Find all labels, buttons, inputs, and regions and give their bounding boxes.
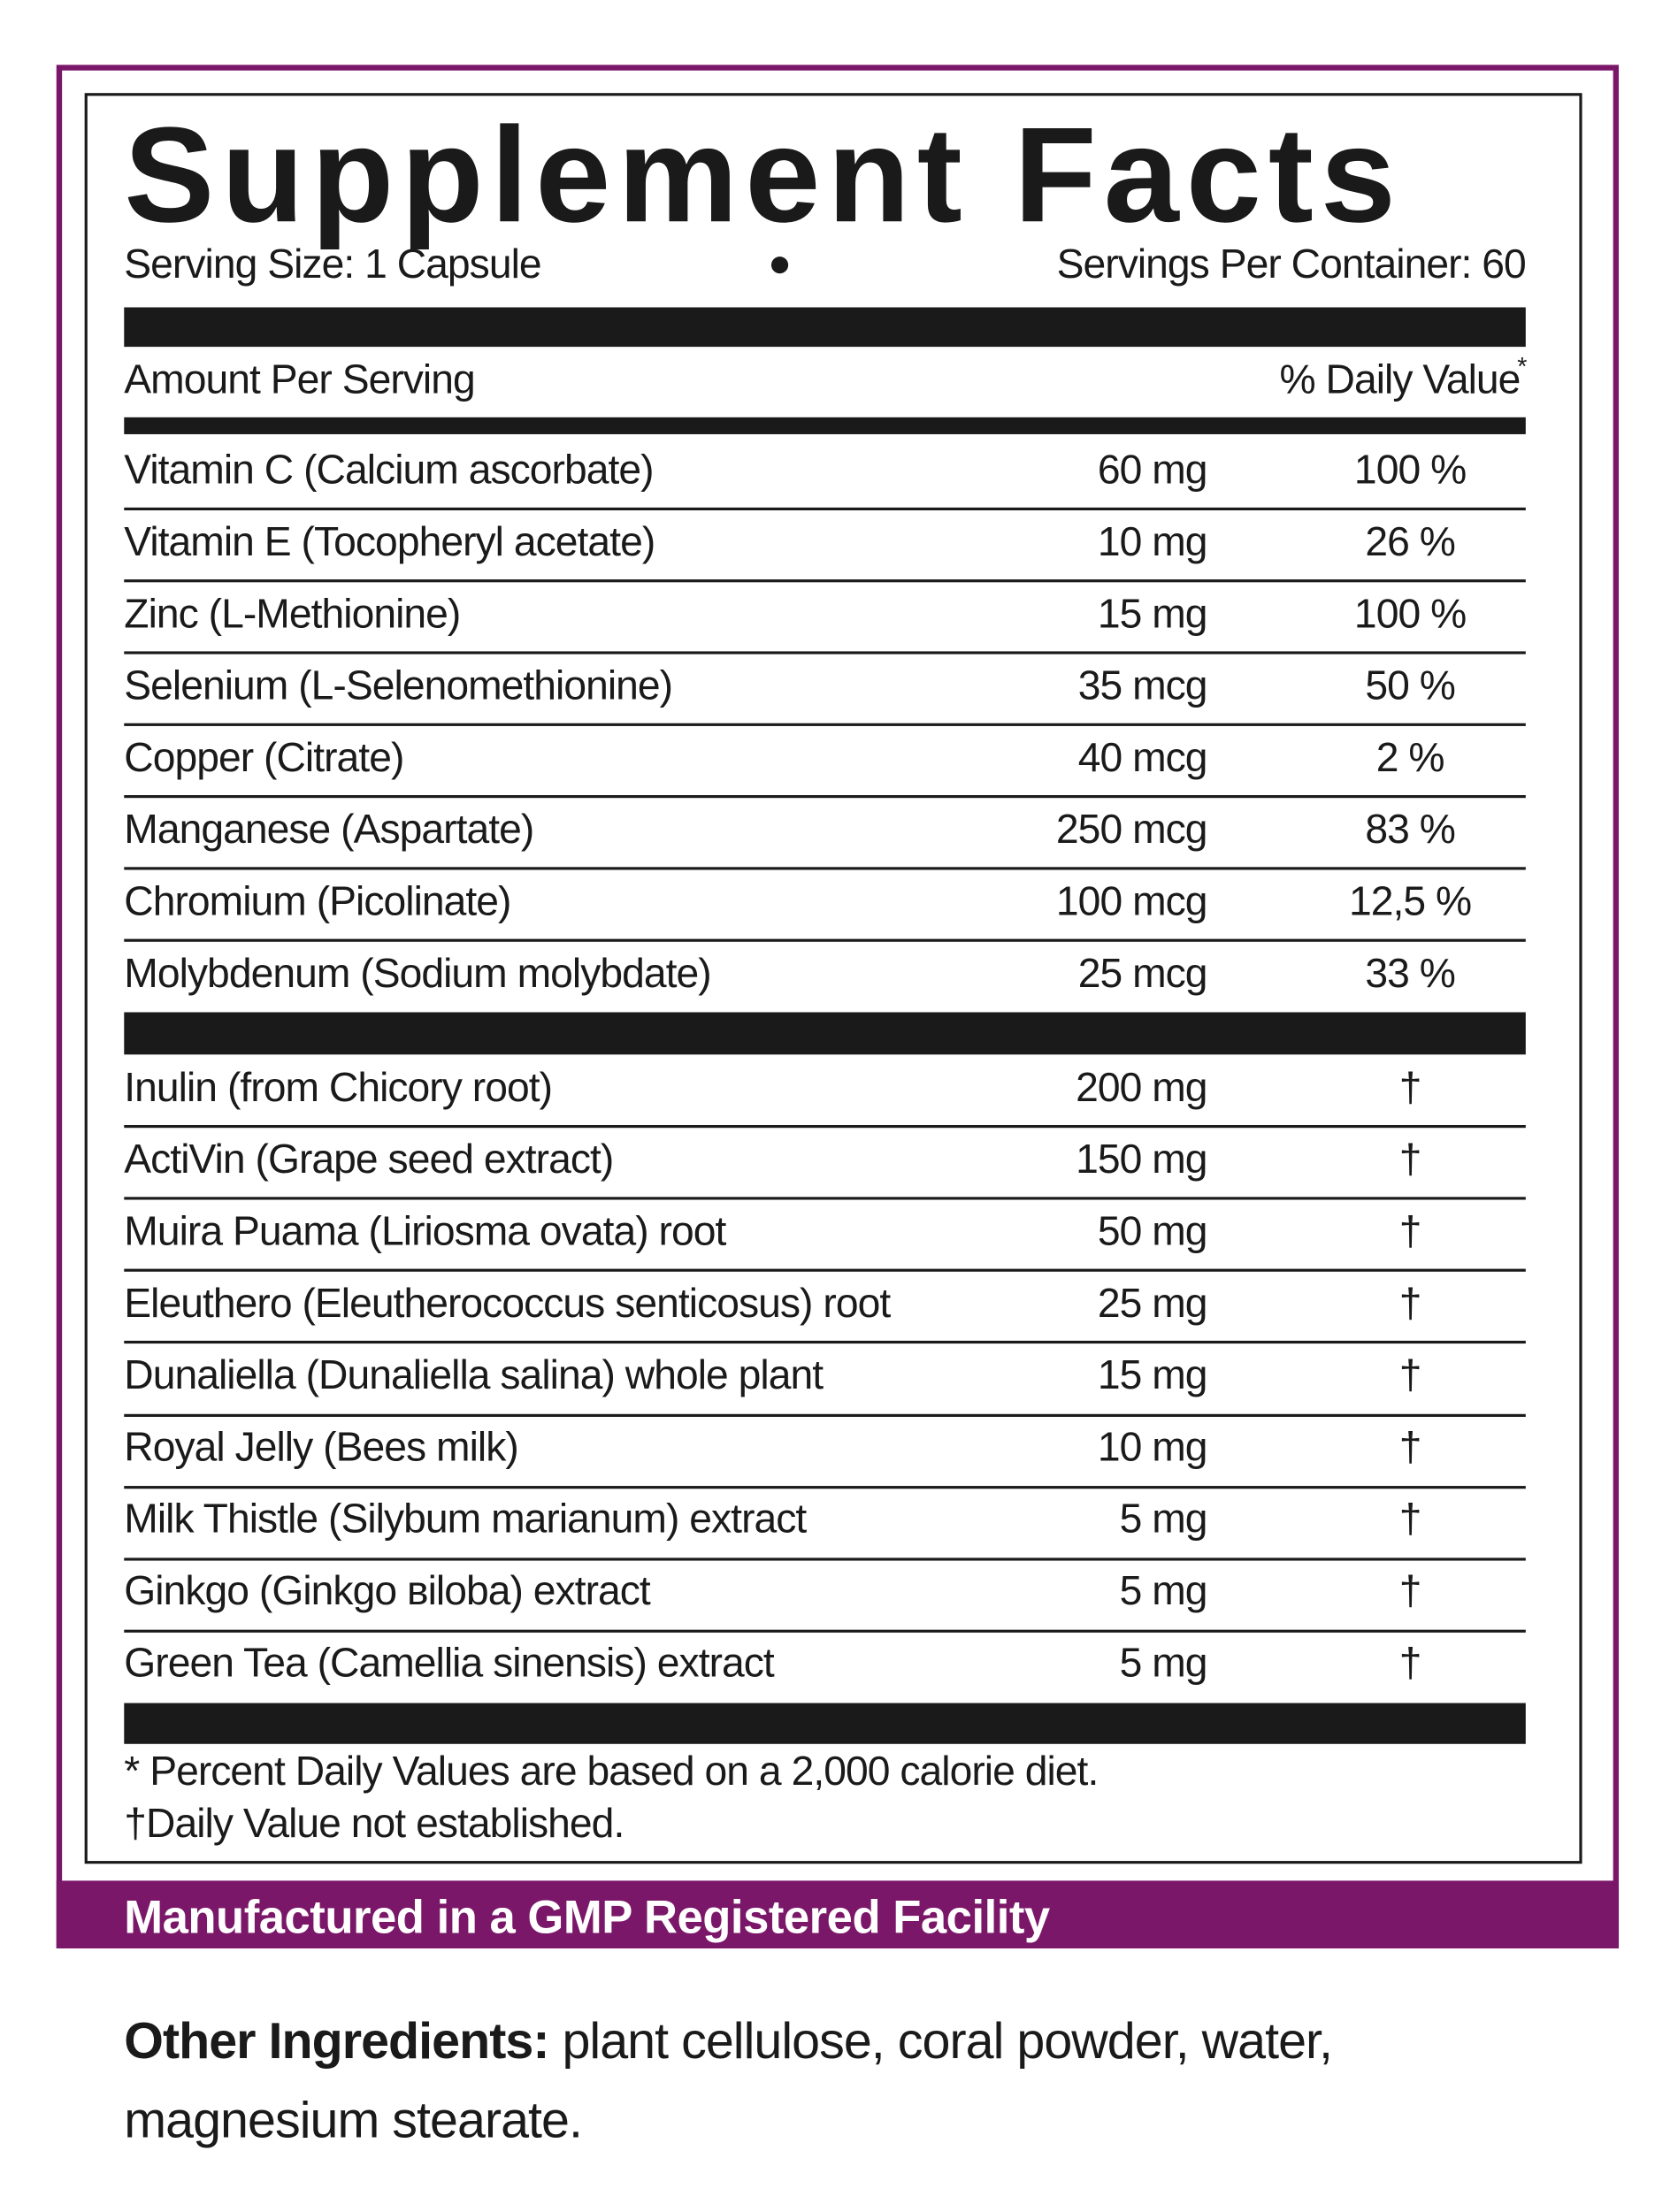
row-separator bbox=[124, 651, 1526, 654]
ingredient-name: Eleuthero (Eleutherococcus senticosus) r… bbox=[124, 1281, 891, 1327]
daily-value: † bbox=[1398, 1281, 1422, 1327]
ingredient-amount: 15 mg bbox=[1097, 1353, 1208, 1399]
ingredient-name: Muira Puama (Liriosma ovata) root bbox=[124, 1209, 726, 1255]
ingredient-amount: 25 mcg bbox=[1077, 951, 1208, 997]
daily-value: † bbox=[1398, 1569, 1422, 1615]
ingredient-amount: 40 mcg bbox=[1077, 735, 1208, 781]
ingredient-amount: 5 mg bbox=[1119, 1497, 1208, 1543]
ingredient-name: Vitamin C (Calcium ascorbate) bbox=[124, 448, 654, 494]
ingredient-amount: 5 mg bbox=[1119, 1569, 1208, 1615]
rule bbox=[124, 1012, 1526, 1055]
daily-value: 2 % bbox=[1375, 735, 1445, 781]
daily-value: † bbox=[1398, 1209, 1422, 1255]
ingredient-amount: 50 mg bbox=[1097, 1209, 1208, 1255]
daily-value: 100 % bbox=[1353, 591, 1467, 637]
row-separator bbox=[124, 1629, 1526, 1633]
daily-value: 100 % bbox=[1353, 448, 1467, 494]
ingredient-amount: 100 mcg bbox=[1055, 878, 1208, 924]
daily-value: † bbox=[1398, 1641, 1422, 1687]
row-separator bbox=[124, 579, 1526, 583]
dot bbox=[770, 256, 789, 274]
daily-value: † bbox=[1398, 1065, 1422, 1111]
ingredient-name: Inulin (from Chicory root) bbox=[124, 1065, 553, 1111]
row-separator bbox=[124, 795, 1526, 799]
ingredient-name: Molybdenum (Sodium molybdate) bbox=[124, 951, 711, 997]
ingredient-name: ActiVin (Grape seed extract) bbox=[124, 1137, 614, 1183]
title: Supplement Facts bbox=[124, 100, 1403, 251]
ingredient-name: Ginkgo (Ginkgo вiloba) extract bbox=[124, 1569, 651, 1615]
banner-text: Manufactured in a GMP Registered Facilit… bbox=[124, 1890, 1050, 1943]
daily-value: 83 % bbox=[1365, 807, 1456, 853]
row-separator bbox=[124, 938, 1526, 942]
daily-value: 26 % bbox=[1365, 519, 1456, 565]
ingredient-name: Chromium (Picolinate) bbox=[124, 878, 511, 924]
ingredient-name: Manganese (Aspartate) bbox=[124, 807, 534, 853]
rule bbox=[124, 417, 1526, 434]
row-separator bbox=[124, 1557, 1526, 1561]
rule bbox=[124, 1703, 1526, 1744]
row-separator bbox=[124, 1485, 1526, 1489]
other-ingredients-label: Other Ingredients: bbox=[124, 2011, 549, 2070]
daily-value: † bbox=[1398, 1137, 1422, 1183]
ingredient-amount: 35 mcg bbox=[1077, 662, 1208, 708]
daily-value: 33 % bbox=[1365, 951, 1456, 997]
ingredient-amount: 150 mg bbox=[1076, 1137, 1207, 1183]
ingredient-amount: 15 mg bbox=[1097, 591, 1208, 637]
row-separator bbox=[124, 1125, 1526, 1129]
inner-frame bbox=[84, 93, 1582, 1864]
ingredient-amount: 10 mg bbox=[1097, 519, 1208, 565]
asterisk: * bbox=[1517, 352, 1528, 381]
row-separator bbox=[124, 723, 1526, 726]
ingredient-name: Green Tea (Camellia sinensis) extract bbox=[124, 1641, 775, 1687]
ingredient-name: Dunaliella (Dunaliella salina) whole pla… bbox=[124, 1353, 824, 1399]
row-separator bbox=[124, 867, 1526, 870]
daily-value: † bbox=[1398, 1497, 1422, 1543]
daily-value: 12,5 % bbox=[1349, 878, 1472, 924]
rule bbox=[124, 307, 1526, 348]
banner: Manufactured in a GMP Registered Facilit… bbox=[56, 1880, 1620, 1948]
footnote: * Percent Daily Values are based on a 2,… bbox=[124, 1749, 1099, 1795]
ingredient-name: Selenium (L-Selenomethionine) bbox=[124, 662, 673, 708]
ingredient-name: Royal Jelly (Bees milk) bbox=[124, 1425, 519, 1471]
ingredient-amount: 200 mg bbox=[1076, 1065, 1207, 1111]
daily-value: † bbox=[1398, 1425, 1422, 1471]
daily-value-header: % Daily Value bbox=[1279, 357, 1521, 403]
row-separator bbox=[124, 1269, 1526, 1273]
ingredient-amount: 25 mg bbox=[1097, 1281, 1208, 1327]
daily-value: † bbox=[1398, 1353, 1422, 1399]
serving-size: Serving Size: 1 Capsule bbox=[124, 242, 541, 288]
other-ingredients: Other Ingredients: plant cellulose, cora… bbox=[124, 2002, 1534, 2160]
ingredient-amount: 5 mg bbox=[1119, 1641, 1208, 1687]
ingredient-amount: 250 mcg bbox=[1055, 807, 1208, 853]
daily-value: 50 % bbox=[1365, 662, 1456, 708]
row-separator bbox=[124, 1341, 1526, 1344]
other-ingredients-text: plant cellulose, coral powder, water, ma… bbox=[124, 2011, 1333, 2149]
ingredient-name: Zinc (L-Methionine) bbox=[124, 591, 461, 637]
row-separator bbox=[124, 1412, 1526, 1417]
footnote: †Daily Value not established. bbox=[124, 1802, 624, 1848]
amount-header: Amount Per Serving bbox=[124, 357, 475, 403]
row-separator bbox=[124, 507, 1526, 511]
ingredient-name: Vitamin E (Tocopheryl acetate) bbox=[124, 519, 655, 565]
ingredient-name: Milk Thistle (Silybum marianum) extract bbox=[124, 1497, 807, 1543]
ingredient-amount: 60 mg bbox=[1097, 448, 1208, 494]
ingredient-amount: 10 mg bbox=[1097, 1425, 1208, 1471]
row-separator bbox=[124, 1197, 1526, 1200]
ingredient-name: Copper (Citrate) bbox=[124, 735, 404, 781]
servings-per-container: Servings Per Container: 60 bbox=[1056, 242, 1527, 288]
